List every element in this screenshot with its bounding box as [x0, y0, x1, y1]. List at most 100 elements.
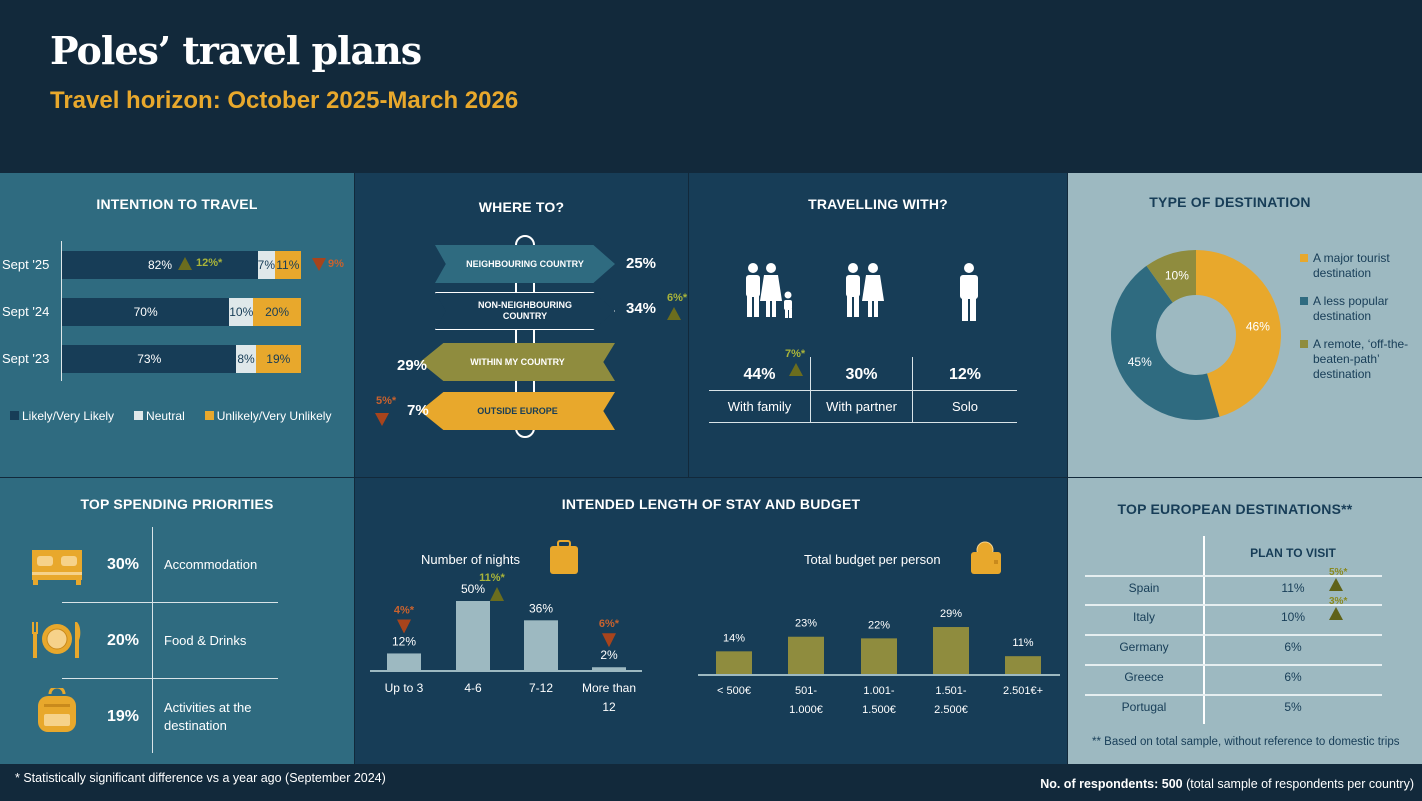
- decrease-arrow-icon: [397, 619, 411, 634]
- category-label: Sept '23: [2, 351, 50, 366]
- value-label: 11%: [1012, 637, 1033, 649]
- backpack-icon: [38, 688, 76, 732]
- where-to-title: WHERE TO?: [478, 199, 565, 215]
- category-label: 1.501-: [935, 685, 967, 697]
- wallet-icon: [971, 541, 1001, 574]
- category-label: 7-12: [529, 681, 553, 695]
- column-header: PLAN TO VISIT: [1250, 546, 1336, 560]
- change-label: 5%*: [376, 395, 397, 407]
- bar-segment: 73%: [62, 345, 237, 373]
- category-label: Up to 3: [385, 681, 424, 695]
- value-label: 34%: [626, 300, 657, 317]
- table-note: ** Based on total sample, without refere…: [1092, 736, 1400, 748]
- budget-bar: [1005, 656, 1041, 674]
- row-divider: [1085, 604, 1382, 606]
- change-label: 3%*: [1329, 596, 1348, 607]
- row-divider: [1085, 634, 1382, 636]
- value-label: 12%: [948, 366, 982, 383]
- table-row: Germany 6%: [1085, 638, 1382, 664]
- bed-icon: [32, 550, 82, 585]
- change-label: 7%*: [785, 348, 806, 360]
- axis-line: [61, 241, 62, 381]
- table-row: Greece 6%: [1085, 668, 1382, 694]
- value-cell: 6%: [1284, 640, 1302, 654]
- intention-panel: INTENTION TO TRAVEL Sept '25 82% 7% 11% Sept…: [0, 173, 354, 477]
- bar-segment: 70%: [62, 298, 230, 326]
- bar-segment: 8%: [236, 345, 256, 373]
- change-label: 12%*: [196, 257, 223, 269]
- increase-arrow-icon: [1329, 578, 1343, 591]
- nights-subtitle: Number of nights: [421, 552, 520, 567]
- top-destinations-panel: TOP EUROPEAN DESTINATIONS** PLAN TO VISI…: [1068, 478, 1422, 764]
- value-label: 30%: [845, 366, 878, 383]
- bar-segment: 20%: [253, 298, 301, 326]
- value-label: 36%: [529, 601, 553, 615]
- value-label: 22%: [868, 619, 890, 631]
- slice-label: 46%: [1246, 319, 1270, 333]
- decrease-arrow-icon: [602, 633, 616, 648]
- top-destinations-title: TOP EUROPEAN DESTINATIONS**: [1117, 501, 1353, 517]
- budget-bar: [861, 638, 897, 674]
- row-divider: [1085, 575, 1382, 577]
- row-divider: [1085, 694, 1382, 696]
- bar-segment: 19%: [255, 345, 301, 373]
- bar-segment: 82%: [62, 251, 258, 279]
- value-label: 29%: [397, 357, 428, 374]
- category-label: 1.500€: [862, 704, 896, 716]
- decrease-arrow-icon: [375, 413, 389, 426]
- change-label: 6%*: [667, 292, 688, 304]
- value-label: 7%: [407, 402, 429, 419]
- travelling-with-title: TRAVELLING WITH?: [808, 196, 948, 212]
- spending-title: TOP SPENDING PRIORITIES: [80, 496, 274, 512]
- value-label: 50%: [461, 582, 485, 596]
- bar-charts: 12% Up to 3 4%* 50% 4-6 11%* 36% 7-12 2% More tha…: [385, 572, 1043, 716]
- value-cell: 6%: [1284, 670, 1302, 684]
- couple-icon: [846, 263, 884, 317]
- suitcase-icon: [550, 540, 578, 574]
- category-label: 1.000€: [789, 704, 823, 716]
- country-cell: Germany: [1119, 640, 1169, 654]
- stay-budget-panel: INTENDED LENGTH OF STAY AND BUDGET Numbe…: [355, 478, 1067, 764]
- increase-arrow-icon: [667, 307, 681, 320]
- change-label: 6%*: [599, 618, 620, 630]
- category-label: 12: [602, 700, 616, 714]
- value-label: 29%: [940, 608, 962, 620]
- budget-bar: [933, 627, 969, 674]
- nights-bar: [456, 601, 490, 670]
- page-title: Poles’ travel plans: [50, 28, 422, 73]
- page-subtitle: Travel horizon: October 2025-March 2026: [50, 87, 519, 114]
- donut-chart: 46% 45% 10%: [1111, 250, 1281, 420]
- value-cell: 10%: [1280, 610, 1306, 624]
- country-cell: Portugal: [1121, 700, 1167, 714]
- sign-outside-europe: OUTSIDE EUROPE: [420, 392, 615, 430]
- legend-item: A remote, ‘off-the-beaten-path’ destinat…: [1300, 337, 1418, 382]
- nights-bar: [524, 620, 558, 670]
- value-label: 44%: [743, 366, 776, 383]
- category-label: 2.501€+: [1003, 685, 1043, 697]
- bar-segment: 11%: [274, 251, 301, 279]
- value-cell: 5%: [1284, 700, 1302, 714]
- table-row: Spain 11% 5%*: [1085, 567, 1382, 605]
- value-label: 30%: [107, 556, 140, 573]
- destination-type-title: TYPE OF DESTINATION: [1149, 194, 1311, 210]
- value-label: 20%: [107, 632, 140, 649]
- value-label: 2%: [600, 648, 618, 662]
- slice-label: 10%: [1165, 268, 1189, 282]
- where-to-panel: WHERE TO? NEIGHBOURING COUNTRY NON-NEIGH…: [355, 173, 688, 477]
- category-label: 501-: [795, 685, 817, 697]
- table-row: Italy 10% 3%*: [1085, 596, 1382, 634]
- donut-slice: [1146, 250, 1196, 303]
- respondents: No. of respondents: 500 (total sample of…: [1040, 777, 1414, 791]
- value-label: 14%: [723, 632, 745, 644]
- budget-bar: [716, 651, 752, 674]
- value-label: 25%: [626, 255, 657, 272]
- nights-bar: [592, 667, 626, 670]
- budget-subtitle: Total budget per person: [804, 552, 941, 567]
- value-label: 12%: [392, 634, 416, 648]
- budget-bar: [788, 636, 824, 674]
- bar-segment: 7%: [258, 251, 275, 279]
- increase-arrow-icon: [178, 257, 192, 270]
- value-cell: 11%: [1281, 581, 1305, 595]
- change-label: 9%: [328, 258, 344, 270]
- legend: A major tourist destination A less popul…: [1300, 251, 1418, 382]
